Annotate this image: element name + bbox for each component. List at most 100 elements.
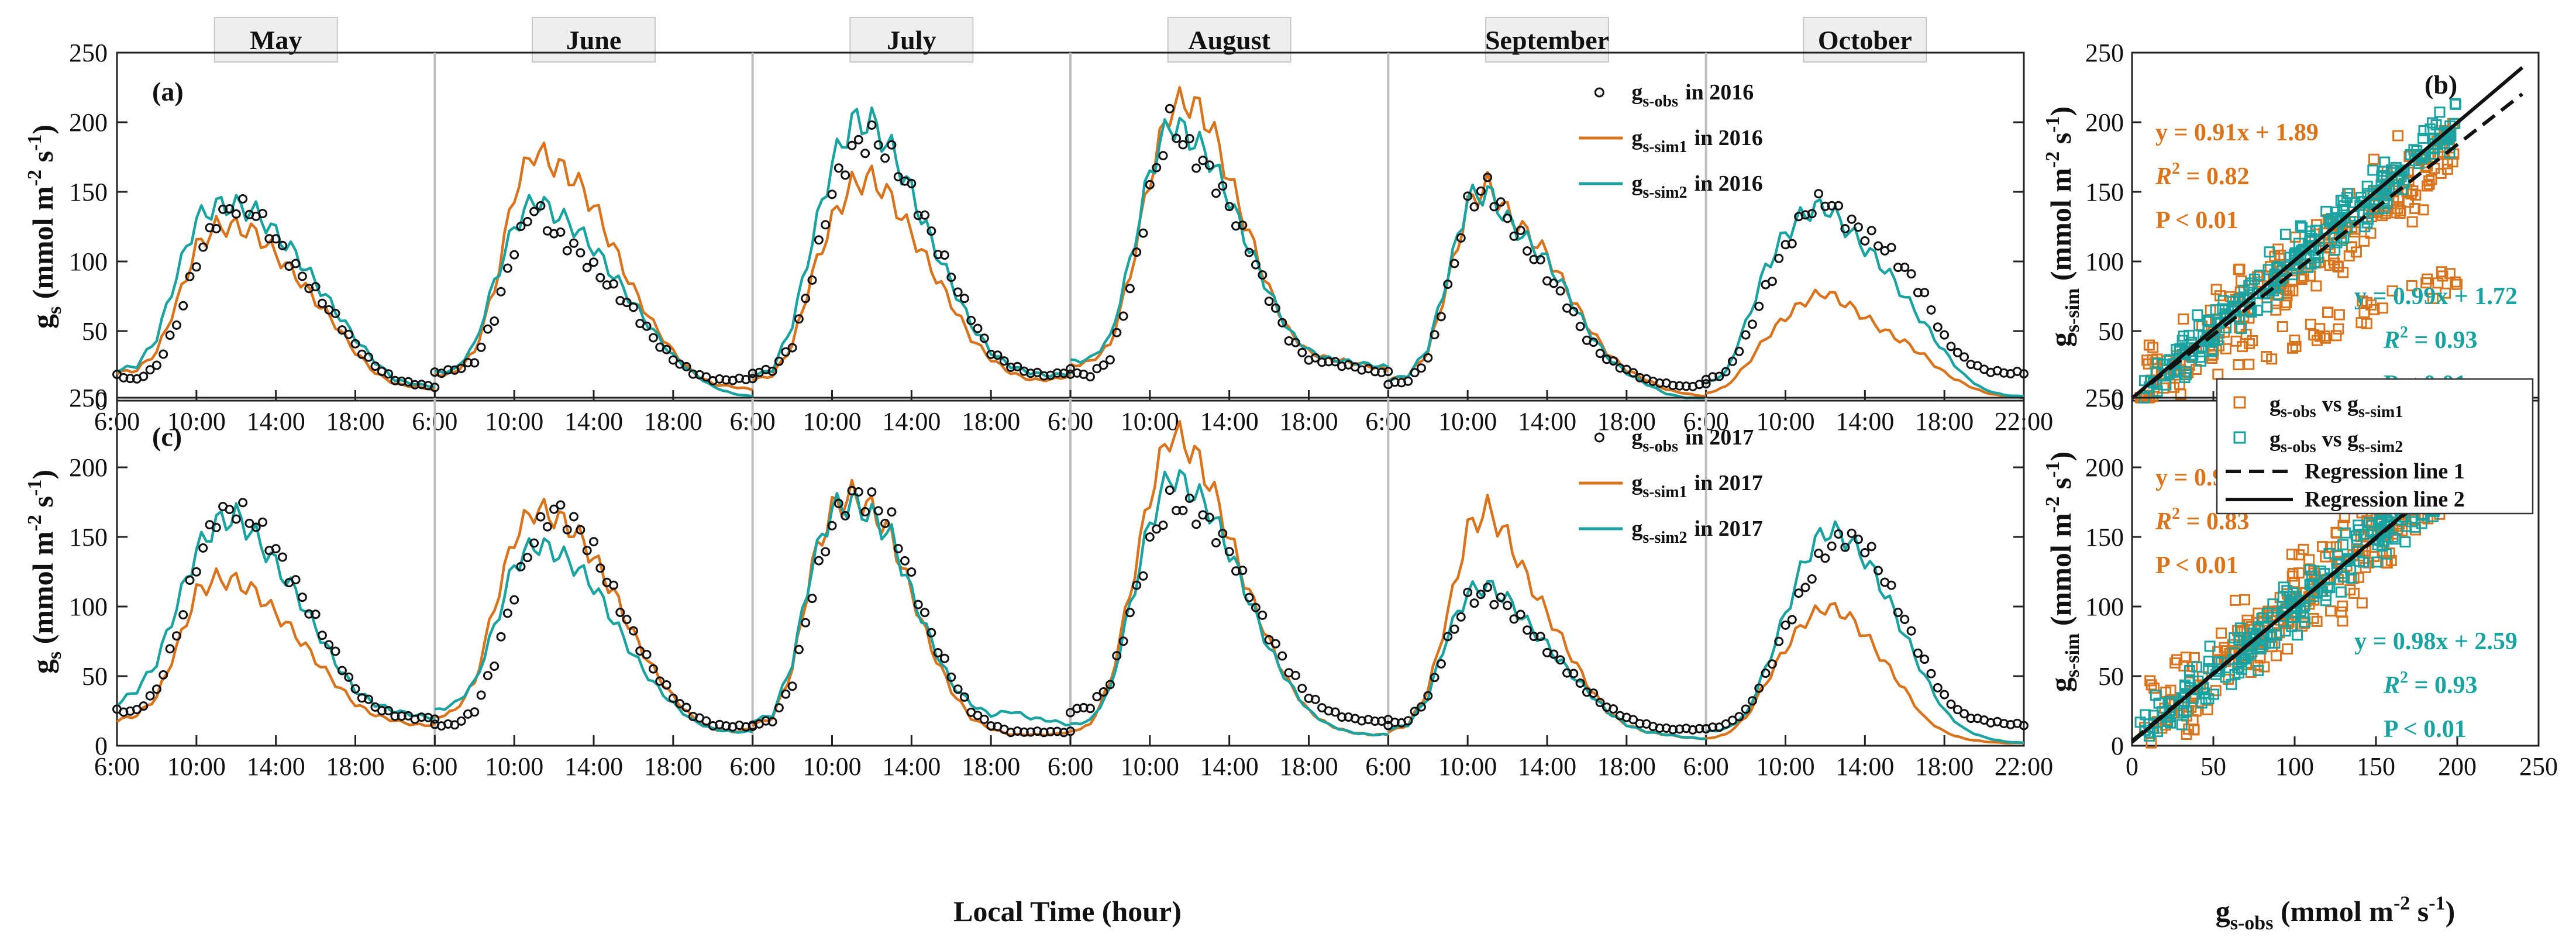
obs-point [1191, 519, 1201, 529]
label-part: -1 [2042, 461, 2064, 477]
obs-point [986, 349, 996, 359]
x-tick-label: 14:00 [247, 407, 305, 436]
obs-point [701, 372, 711, 382]
obs-point [807, 275, 817, 285]
obs-point [490, 316, 500, 326]
scatter-point [2210, 685, 2222, 697]
obs-point [251, 522, 261, 532]
obs-point [330, 308, 340, 318]
obs-point [582, 546, 592, 556]
label-part: s [26, 151, 59, 170]
scatter-point [2147, 342, 2159, 353]
obs-point [1854, 535, 1863, 545]
x-tick-label: 18:00 [644, 752, 702, 781]
obs-point [522, 216, 532, 226]
obs-point [642, 650, 652, 659]
legend-sub2: s-sim1 [2358, 403, 2403, 421]
obs-point [1469, 202, 1479, 212]
month-tab-september [1485, 17, 1609, 63]
x-tick-label: 10:00 [167, 407, 226, 436]
obs-point [364, 352, 374, 362]
scatter-point [2148, 683, 2160, 694]
x-tick-label: 6:00 [94, 752, 140, 781]
obs-point [384, 369, 394, 379]
obs-point [1496, 197, 1506, 207]
series-line-g-s-sim2-in-2016 [1387, 183, 1706, 399]
obs-point [748, 374, 757, 384]
scatter-point [2378, 536, 2390, 547]
x-tick-label: 14:00 [1200, 752, 1259, 781]
obs-point [1436, 312, 1446, 322]
obs-point [496, 287, 506, 297]
obs-point [1145, 180, 1155, 190]
obs-point [767, 366, 777, 376]
obs-point [344, 672, 354, 682]
obs-point [1463, 191, 1473, 201]
month-tab-label: October [1818, 25, 1912, 55]
scatter-point [2335, 586, 2347, 598]
obs-point [139, 701, 149, 711]
scatter-point [2406, 216, 2418, 228]
obs-point [1926, 669, 1936, 678]
obs-point [867, 487, 877, 497]
r2-main: R [2383, 672, 2400, 699]
scatter-point [2152, 357, 2164, 369]
obs-point [959, 294, 969, 304]
obs-point [171, 631, 181, 641]
obs-point [1741, 704, 1751, 714]
scatter-point [2341, 192, 2353, 203]
r2-val: = 0.93 [2408, 672, 2477, 699]
scatter-point [2427, 149, 2439, 160]
obs-point [1800, 583, 1810, 592]
legend-main: g [2270, 392, 2281, 416]
obs-point [1952, 347, 1962, 357]
obs-point [231, 514, 241, 524]
r2-sup: 2 [2172, 505, 2180, 523]
legend-sub: s-obs [1642, 437, 1678, 456]
obs-point [1112, 651, 1122, 661]
scatter-point [2310, 280, 2322, 292]
scatter-point [2208, 688, 2219, 700]
obs-point [688, 369, 698, 379]
scatter-point [2258, 661, 2270, 673]
label-part: s [2044, 133, 2077, 151]
obs-point [271, 234, 281, 244]
x-tick-label: 14:00 [1518, 407, 1576, 436]
scatter-point [2309, 249, 2321, 261]
x-tick-label: 10:00 [1438, 752, 1497, 781]
obs-point [589, 537, 598, 547]
obs-point [165, 330, 175, 340]
obs-point [927, 226, 936, 236]
scatter-point [2230, 335, 2242, 347]
obs-point [311, 609, 321, 619]
obs-point [887, 507, 897, 517]
obs-point [920, 210, 929, 220]
obs-point [814, 235, 824, 245]
fit-r2-1: R2 = 0.82 [2155, 160, 2249, 190]
scatter-point [2246, 306, 2257, 318]
obs-point [1628, 368, 1638, 378]
scatter-point [2140, 709, 2151, 721]
obs-point [1708, 372, 1717, 382]
legend-marker-obs [1594, 432, 1604, 443]
obs-point [576, 525, 586, 535]
obs-point [1920, 288, 1930, 298]
obs-point [151, 684, 161, 694]
scatter-point [2348, 587, 2360, 599]
obs-point [1562, 668, 1572, 678]
scatter-point [2271, 650, 2282, 662]
scatter-point [2314, 323, 2326, 335]
obs-point [1747, 696, 1757, 706]
obs-point [801, 294, 811, 304]
obs-point [502, 608, 512, 618]
legend-entry-text: gs-obs in 2016 [1631, 80, 1754, 111]
legend-vs: vs [2322, 427, 2347, 452]
scatter-point [2293, 549, 2305, 561]
obs-point [1946, 700, 1956, 709]
legend-marker-obs [1594, 87, 1604, 98]
obs-point [1827, 201, 1837, 211]
obs-point [1310, 353, 1320, 363]
obs-point [390, 711, 400, 721]
obs-point [1840, 542, 1850, 552]
obs-point [1456, 612, 1466, 622]
